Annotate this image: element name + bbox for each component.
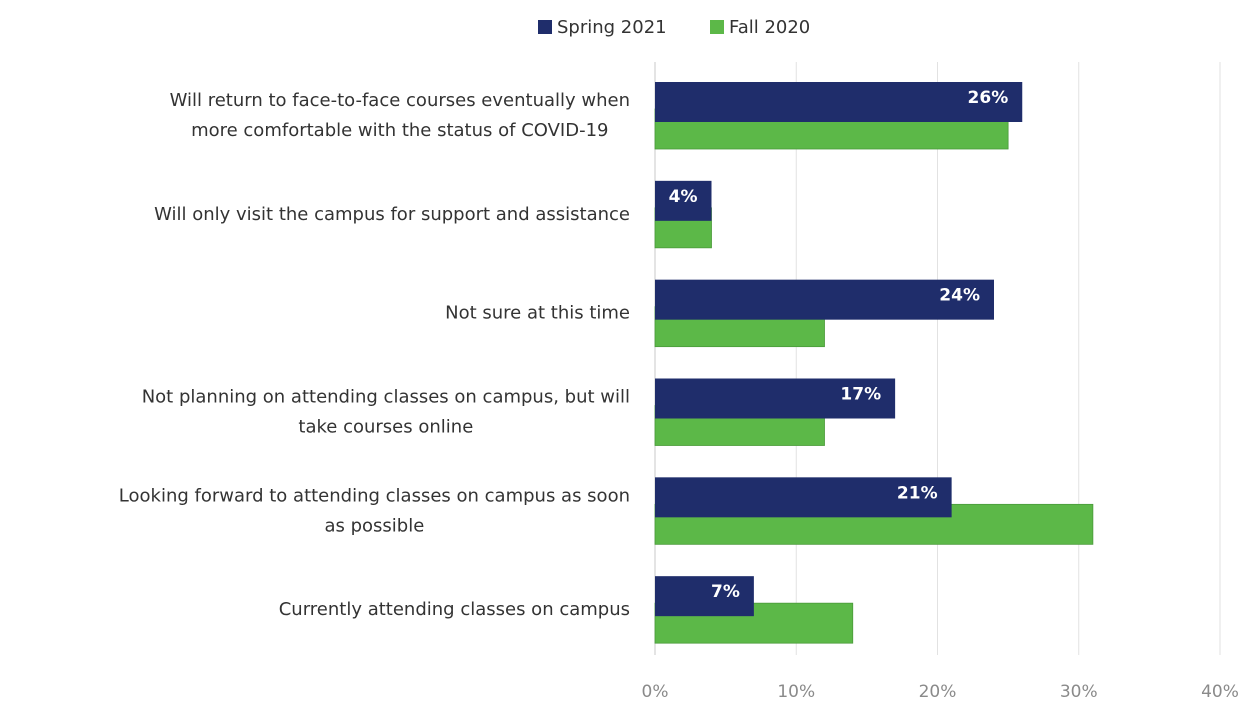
x-tick-label-0: 0%	[642, 682, 669, 702]
category-label-0-line-0: Will return to face-to-face courses even…	[170, 90, 630, 111]
bar-spring-2021-5	[655, 576, 754, 617]
bars: 26% 4% 24% 17% 21% 7%	[654, 82, 1094, 644]
bar-spring-2021-4	[655, 477, 952, 518]
x-tick-label-1: 10%	[777, 682, 815, 702]
data-label-spring-2021-1: 4%	[669, 187, 698, 207]
legend-swatch-spring-2021	[538, 20, 552, 34]
x-tick-label-4: 40%	[1201, 682, 1239, 702]
category-label-4-line-1: as possible	[324, 515, 424, 536]
legend-label-fall-2020: Fall 2020	[729, 17, 810, 38]
data-label-spring-2021-5: 7%	[711, 582, 740, 602]
category-label-5-line-0: Currently attending classes on campus	[279, 599, 630, 620]
data-label-spring-2021-2: 24%	[939, 286, 980, 306]
gridlines	[654, 62, 1221, 655]
x-tick-label-3: 30%	[1060, 682, 1098, 702]
bar-spring-2021-3	[655, 378, 896, 419]
bar-spring-2021-0	[655, 82, 1023, 122]
bar-spring-2021-2	[655, 279, 994, 320]
legend-swatch-fall-2020	[710, 20, 724, 34]
category-label-3-line-0: Not planning on attending classes on cam…	[142, 387, 630, 408]
category-label-0-line-1: more comfortable with the status of COVI…	[191, 120, 608, 141]
data-label-spring-2021-4: 21%	[897, 483, 938, 503]
legend: Spring 2021 Fall 2020	[538, 17, 810, 38]
x-tick-label-2: 20%	[919, 682, 957, 702]
bar-spring-2021-1	[655, 180, 712, 221]
legend-label-spring-2021: Spring 2021	[557, 17, 667, 38]
data-label-spring-2021-0: 26%	[968, 88, 1009, 108]
category-labels: Will return to face-to-face courses even…	[119, 90, 630, 620]
x-axis-tick-labels: 0% 10% 20% 30% 40%	[642, 682, 1239, 702]
category-label-1-line-0: Will only visit the campus for support a…	[154, 204, 630, 225]
category-label-4-line-0: Looking forward to attending classes on …	[119, 485, 630, 506]
category-label-3-line-1: take courses online	[298, 417, 473, 438]
category-label-2-line-0: Not sure at this time	[445, 303, 630, 324]
data-label-spring-2021-3: 17%	[840, 385, 881, 405]
